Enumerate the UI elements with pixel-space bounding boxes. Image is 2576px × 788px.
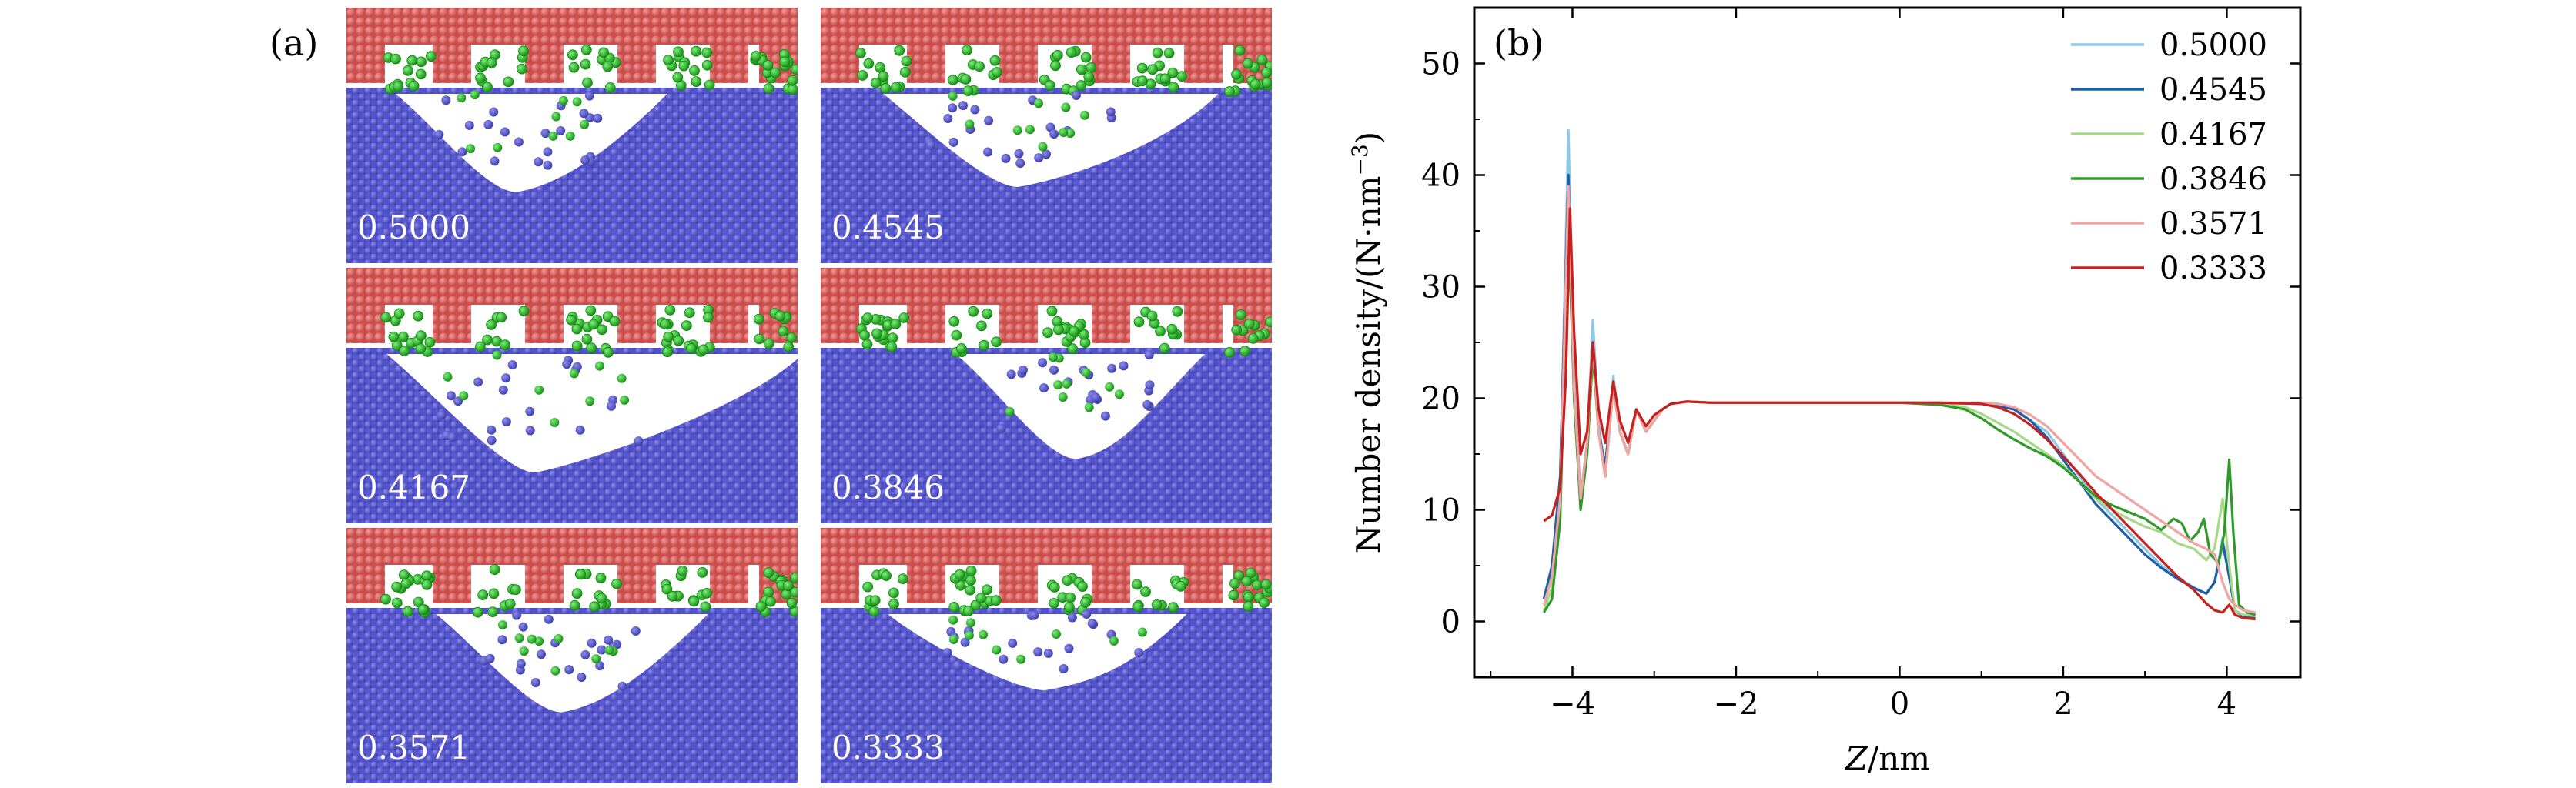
y-tick-label: 30 — [1421, 270, 1460, 306]
x-axis: −4 −2 0 2 4 — [1490, 8, 2236, 722]
snapshot-2: 0.4545 — [821, 8, 1272, 263]
x-tick-label: −2 — [1713, 686, 1758, 722]
snapshot-6: 0.3333 — [821, 528, 1272, 783]
series-line-0.5000 — [1542, 129, 2256, 617]
snapshot-label-6: 0.3333 — [831, 729, 945, 766]
y-axis-title-close: ) — [1350, 132, 1387, 144]
y-tick-label: 20 — [1421, 382, 1460, 417]
snapshot-panel: (a) 0.5000 0.4545 0.4167 0.3846 0.3571 0… — [269, 8, 1272, 783]
y-axis-title-main: Number density/(N·nm — [1350, 175, 1387, 553]
series-line-0.3333 — [1543, 207, 2256, 621]
snapshot-label-1: 0.5000 — [357, 209, 470, 246]
x-axis-title-unit: /nm — [1868, 740, 1930, 777]
series-line-0.4545 — [1542, 173, 2256, 619]
y-axis-title: Number density/(N·nm−3) — [1347, 132, 1387, 553]
density-chart: (b) −4 −2 0 2 4 0 10 20 30 40 50 0.5000 0.4545 0.41… — [1347, 6, 2302, 777]
snapshot-label-4: 0.3846 — [831, 469, 945, 506]
legend: 0.5000 0.4545 0.4167 0.3846 0.3571 0.3333 — [2071, 28, 2267, 286]
x-tick-label: −4 — [1550, 686, 1595, 722]
legend-label: 0.4545 — [2159, 72, 2267, 108]
snapshot-5: 0.3571 — [346, 528, 798, 783]
y-tick-label: 40 — [1421, 159, 1460, 194]
snapshot-label-3: 0.4167 — [357, 469, 470, 506]
snapshot-label-5: 0.3571 — [357, 729, 470, 766]
y-axis: 0 10 20 30 40 50 — [1421, 7, 2300, 678]
legend-label: 0.3571 — [2159, 206, 2267, 242]
snapshot-1: 0.5000 — [346, 8, 798, 263]
x-tick-label: 2 — [2053, 686, 2073, 722]
x-axis-title: Z/nm — [1844, 740, 1930, 777]
legend-label: 0.3846 — [2159, 162, 2267, 197]
y-tick-label: 0 — [1441, 605, 1460, 640]
legend-label: 0.4167 — [2159, 117, 2267, 152]
snapshot-4: 0.3846 — [821, 268, 1272, 523]
series-line-0.3846 — [1542, 218, 2257, 616]
legend-label: 0.3333 — [2159, 251, 2267, 286]
panel-b-label: (b) — [1494, 22, 1544, 64]
x-tick-label: 4 — [2217, 686, 2236, 722]
y-tick-label: 50 — [1421, 47, 1460, 82]
x-tick-label: 0 — [1890, 686, 1909, 722]
series-lines — [1542, 129, 2257, 621]
snapshot-3: 0.4167 — [346, 268, 798, 523]
y-tick-label: 10 — [1421, 493, 1460, 529]
y-axis-title-exponent: −3 — [1347, 144, 1373, 175]
legend-label: 0.5000 — [2159, 28, 2267, 63]
x-axis-title-symbol: Z — [1844, 740, 1868, 777]
panel-a-label: (a) — [269, 22, 318, 64]
snapshot-label-2: 0.4545 — [831, 209, 945, 246]
